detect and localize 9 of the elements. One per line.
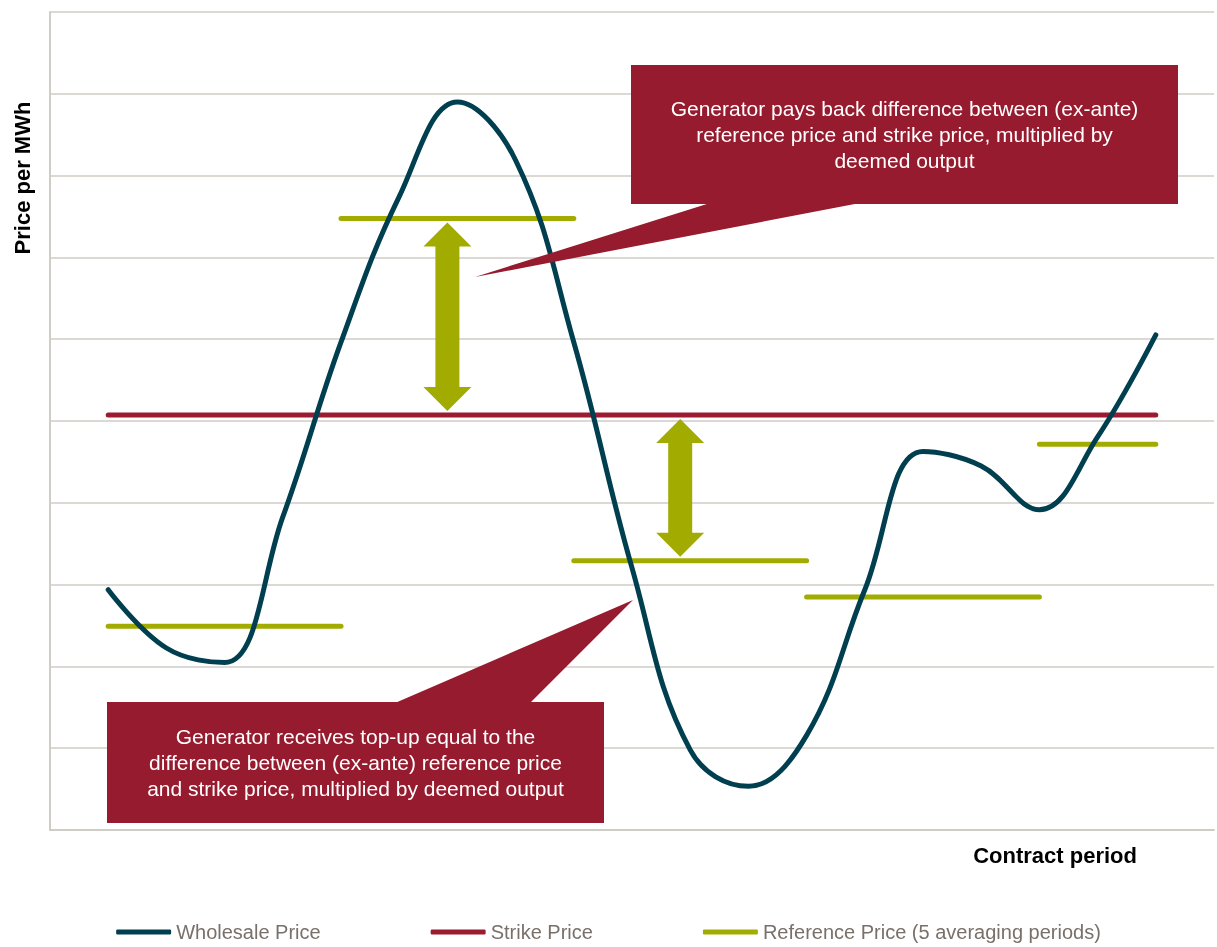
y-axis-title: Price per MWh <box>9 101 35 255</box>
legend-label: Reference Price (5 averaging periods) <box>762 921 1101 943</box>
legend-label: Strike Price <box>490 921 593 943</box>
legend-label: Wholesale Price <box>176 921 321 943</box>
annotation: Generator pays back difference between (ex-ante) reference price and strike price, multiplied by deemed output <box>631 65 1178 204</box>
annotation: Generator receives top-up equal to the difference between (ex-ante) reference price and strike price, multiplied by deemed output <box>107 702 604 823</box>
callout: Generator receives top-up equal to the difference between (ex-ante) reference price and strike price, multiplied by deemed output <box>107 600 633 823</box>
callout: Generator pays back difference between (ex-ante) reference price and strike price, multiplied by deemed output <box>475 65 1178 277</box>
x-axis-title: Contract period <box>973 842 1137 868</box>
